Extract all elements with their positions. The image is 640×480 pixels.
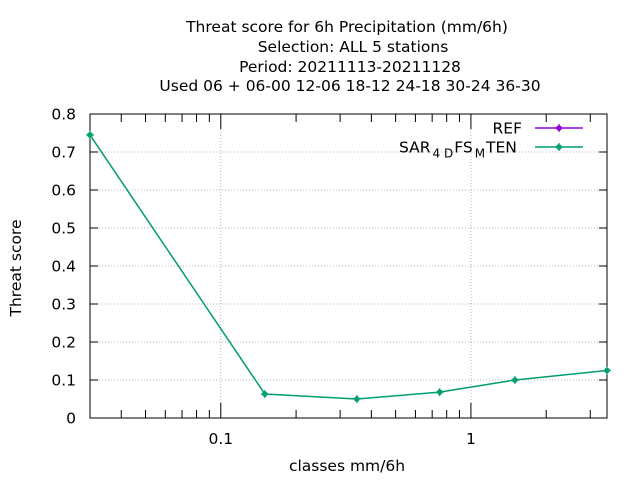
data-point [510, 376, 519, 384]
y-axis-label: Threat score [7, 219, 25, 317]
x-axis-label: classes mm/6h [289, 457, 405, 475]
legend-marker [555, 124, 563, 132]
x-tick-label: 0.1 [208, 430, 233, 448]
x-tick-label: 1 [466, 430, 476, 448]
chart-title: Threat score for 6h Precipitation (mm/6h… [159, 18, 540, 95]
y-tick-label: 0.8 [51, 106, 76, 124]
title-line-4: Used 06 + 06-00 12-06 18-12 24-18 30-24 … [159, 77, 540, 95]
legend-label: REF [493, 120, 523, 138]
title-line-1: Threat score for 6h Precipitation (mm/6h… [185, 18, 508, 36]
y-tick-label: 0.6 [51, 182, 76, 200]
data-point [435, 388, 444, 397]
data-point [86, 130, 94, 139]
data-point [603, 366, 611, 375]
y-tick-label: 0 [66, 410, 76, 428]
legend-label-part: M [475, 147, 485, 161]
legend-label-part: TEN [485, 139, 517, 157]
y-tick-label: 0.1 [51, 372, 76, 390]
title-line-3: Period: 20211113-20211128 [239, 58, 461, 76]
legend-label-part: 4 D [433, 147, 454, 161]
y-tick-label: 0.3 [51, 296, 76, 314]
data-point [260, 390, 269, 399]
legend-marker [555, 143, 563, 151]
y-tick-label: 0.5 [51, 220, 76, 238]
grid [90, 114, 607, 418]
legend-label: SAR 4 DFS MTEN [399, 139, 517, 161]
y-tick-label: 0.4 [51, 258, 76, 276]
title-line-2: Selection: ALL 5 stations [258, 38, 449, 56]
series-line [89, 134, 608, 400]
ticks: 0 0.1 0.2 0.3 0.4 0.5 0.6 0.7 0.8 0.1 1 [51, 106, 607, 448]
legend-label-part: SAR [399, 139, 431, 157]
data-point [352, 395, 361, 403]
y-tick-label: 0.7 [51, 144, 76, 162]
legend-label-part: FS [454, 139, 472, 157]
series-layer [86, 130, 611, 403]
y-tick-label: 0.2 [51, 334, 76, 352]
